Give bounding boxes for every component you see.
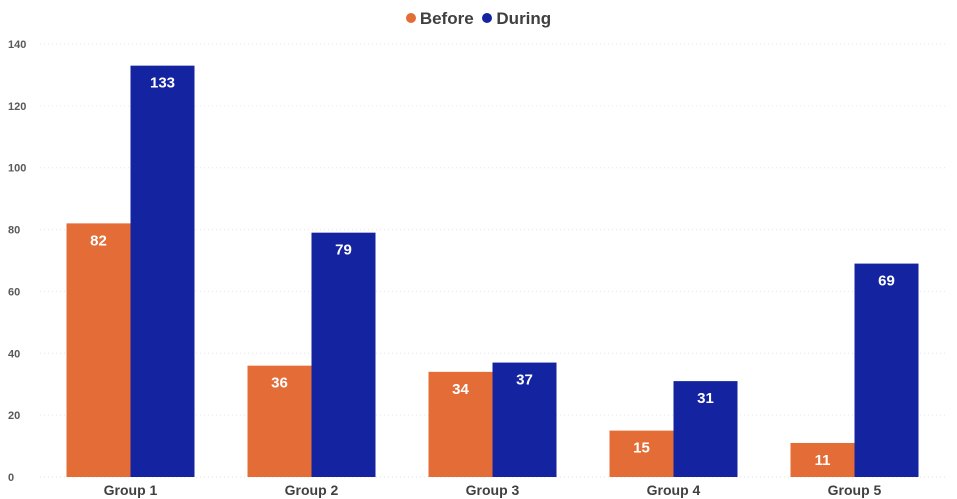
y-tick-label: 20: [8, 410, 20, 422]
data-label: 133: [150, 75, 175, 92]
data-label: 79: [335, 242, 352, 259]
bar-before: [66, 223, 131, 477]
legend-label-during: During: [496, 9, 552, 28]
y-tick-label: 40: [8, 348, 20, 360]
x-category-label: Group 3: [466, 482, 520, 498]
bar-before: [609, 430, 674, 477]
bar-during: [130, 65, 195, 478]
x-category-label: Group 5: [828, 482, 882, 498]
data-label: 11: [815, 452, 831, 469]
data-label: 37: [516, 372, 533, 389]
y-tick-label: 100: [8, 163, 26, 175]
legend-item-before[interactable]: Before: [405, 9, 474, 29]
data-label: 15: [633, 440, 650, 457]
data-label: 34: [452, 381, 469, 398]
x-category-label: Group 2: [285, 482, 339, 498]
bar-before: [428, 371, 493, 477]
y-tick-label: 140: [8, 39, 26, 51]
y-tick-label: 80: [8, 225, 20, 237]
bar-before: [790, 442, 855, 477]
y-tick-label: 60: [8, 286, 20, 298]
bar-during: [492, 362, 557, 477]
y-tick-label: 120: [8, 101, 26, 113]
legend: Before During: [0, 9, 957, 29]
bar-during: [673, 381, 738, 477]
x-category-label: Group 4: [647, 482, 701, 498]
bar-during: [311, 232, 376, 477]
bar-before: [247, 365, 312, 477]
data-label: 82: [90, 232, 107, 249]
y-tick-label: 0: [8, 472, 14, 484]
bar-during: [854, 263, 919, 477]
x-category-label: Group 1: [104, 482, 158, 498]
legend-dot-before-icon: [405, 13, 416, 23]
data-label: 69: [878, 273, 895, 290]
data-label: 36: [271, 375, 288, 392]
data-label: 31: [697, 390, 714, 407]
legend-dot-during-icon: [482, 13, 493, 23]
legend-item-during[interactable]: During: [482, 9, 551, 29]
legend-label-before: Before: [419, 9, 474, 28]
